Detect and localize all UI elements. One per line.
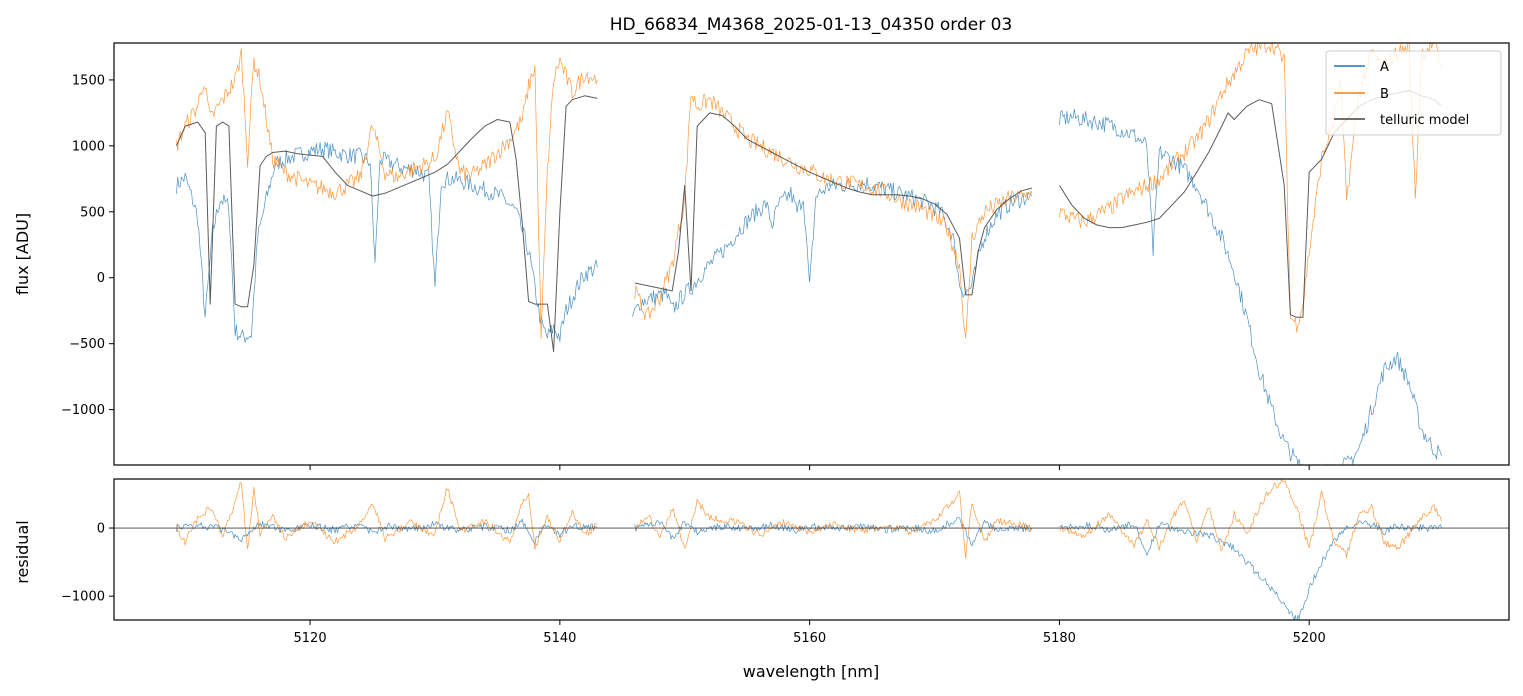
main-ytick-label: 500 (80, 205, 105, 220)
main-x-axis (309, 465, 1310, 470)
legend-label-a: A (1380, 60, 1389, 75)
residual-xtick-label: 5180 (1043, 631, 1076, 646)
main-ytick-label: 1500 (72, 73, 105, 88)
legend: A B telluric model (1325, 50, 1502, 136)
residual-series-a-segment-3 (1059, 520, 1442, 620)
legend-label-telluric-model: telluric model (1380, 113, 1469, 128)
residual-panel: −1000 0 5120 5140 5160 5180 5200 residual wav… (13, 478, 1510, 681)
main-series-telluric-model-segment-1 (175, 95, 598, 353)
main-ytick-label: 1000 (72, 139, 105, 154)
chart-title: HD_66834_M4368_2025-01-13_04350 order 03 (610, 15, 1013, 35)
residual-xtick-label: 5160 (793, 631, 826, 646)
residual-ytick-label: 0 (97, 522, 105, 537)
main-plot-frame (113, 42, 1510, 466)
legend-frame (1325, 50, 1502, 136)
residual-x-axis: 5120 5140 5160 5180 5200 (294, 620, 1326, 646)
main-series-a-segment-1 (176, 141, 598, 343)
residual-y-axis-label: residual (13, 520, 32, 583)
residual-series-a-segment-2 (634, 517, 1033, 547)
main-panel: −1000 −500 0 500 1000 1500 flux [ADU] A B tel… (13, 42, 1510, 470)
main-series-b-segment-2 (634, 93, 1033, 339)
main-series-b-segment-1 (176, 47, 598, 340)
main-ytick-label: −500 (69, 337, 105, 352)
residual-xtick-label: 5140 (543, 631, 576, 646)
residual-plot-background (114, 479, 1509, 620)
x-axis-label: wavelength [nm] (743, 662, 880, 681)
main-series-telluric-model-segment-2 (634, 112, 1033, 296)
residual-y-axis: −1000 0 (61, 522, 114, 605)
residual-series-b-segment-1 (176, 481, 598, 550)
main-y-axis-label: flux [ADU] (13, 213, 32, 295)
main-series-a-segment-3 (1059, 108, 1442, 465)
residual-plot-frame (113, 478, 1510, 621)
main-y-axis: −1000 −500 0 500 1000 1500 (61, 73, 114, 418)
main-ytick-label: 0 (97, 271, 105, 286)
residual-xtick-label: 5200 (1293, 631, 1326, 646)
legend-label-b: B (1380, 87, 1389, 102)
main-ytick-label: −1000 (61, 403, 105, 418)
residual-xtick-label: 5120 (294, 631, 327, 646)
residual-ytick-label: −1000 (61, 590, 105, 605)
residual-series-b-segment-2 (634, 490, 1033, 559)
